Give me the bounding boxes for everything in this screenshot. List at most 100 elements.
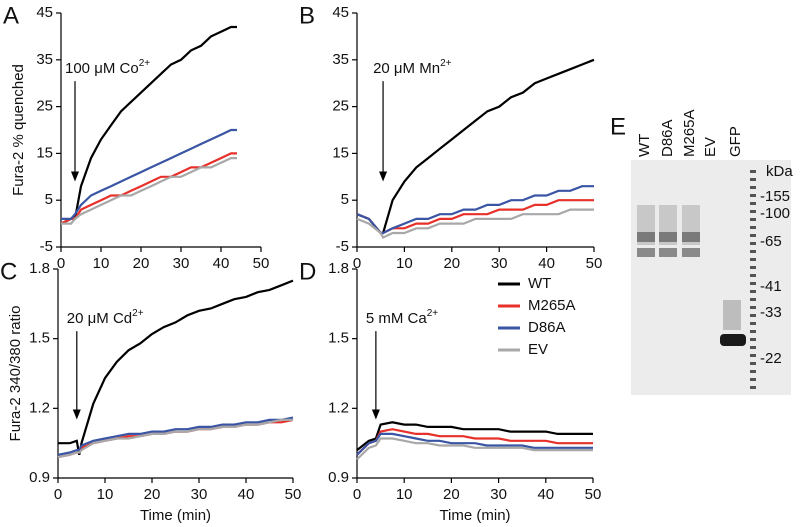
marker-label: -65 — [760, 233, 782, 250]
x-tick-label: 0 — [353, 486, 361, 503]
annotation-superscript: 2+ — [139, 58, 151, 69]
data-line — [356, 58, 595, 235]
lane-label: GFP — [727, 126, 744, 157]
gel-band — [682, 232, 700, 242]
gel-band — [637, 232, 655, 242]
legend-label: EV — [528, 341, 548, 358]
x-tick-label: 10 — [396, 255, 413, 272]
x-tick-label: 40 — [213, 255, 230, 272]
arrow-head — [371, 409, 380, 420]
annotation-text: 20 μM Cd — [67, 310, 132, 327]
gel-background — [631, 160, 791, 395]
data-line — [61, 157, 237, 225]
marker-label: -33 — [760, 304, 782, 321]
gel-band — [637, 248, 655, 257]
legend-label: D86A — [528, 319, 566, 336]
x-axis-label: Time (min) — [439, 507, 510, 524]
y-tick-label: 15 — [332, 144, 349, 161]
data-line — [356, 185, 594, 235]
y-axis-label: Fura-2 % quenched — [10, 64, 27, 196]
x-tick-label: 40 — [238, 486, 255, 503]
x-tick-label: 50 — [253, 255, 270, 272]
y-tick-label: -5 — [40, 238, 53, 255]
gel-image — [631, 160, 791, 395]
y-tick-label: 15 — [36, 144, 53, 161]
data-line — [356, 437, 593, 461]
marker-label: -41 — [760, 278, 782, 295]
data-line — [61, 128, 237, 220]
x-tick-label: 10 — [396, 486, 413, 503]
legend-label: M265A — [528, 297, 576, 314]
y-tick-label: 45 — [36, 4, 53, 21]
data-line — [356, 432, 593, 456]
data-line — [60, 152, 237, 225]
y-axis-label: Fura-2 340/380 ratio — [7, 306, 24, 442]
x-tick-label: 20 — [443, 486, 460, 503]
annotation-text: 5 mM Ca — [366, 310, 428, 327]
x-tick-label: 10 — [97, 486, 114, 503]
x-tick-label: 30 — [191, 486, 208, 503]
lane-label: WT — [636, 134, 653, 157]
gel-band — [659, 232, 677, 242]
panel-label: A — [3, 2, 19, 29]
lane-label: D86A — [659, 119, 676, 157]
x-tick-label: 20 — [443, 255, 460, 272]
annotation: 20 μM Cd2+ — [67, 308, 144, 327]
annotation-text: 100 μM Co — [65, 60, 139, 77]
legend-label: WT — [528, 275, 551, 292]
arrow-head — [379, 171, 388, 182]
marker-label: -100 — [760, 205, 790, 222]
x-tick-label: 40 — [538, 255, 555, 272]
annotation-superscript: 2+ — [132, 308, 144, 319]
gel-smear — [723, 300, 741, 330]
y-tick-label: 1.2 — [29, 399, 50, 416]
y-tick-label: -5 — [336, 238, 349, 255]
y-tick-label: 0.9 — [328, 469, 349, 486]
lane-label: M265A — [681, 109, 698, 157]
x-tick-label: 40 — [537, 486, 554, 503]
annotation-superscript: 2+ — [440, 58, 452, 69]
data-line — [356, 421, 593, 451]
annotation: 5 mM Ca2+ — [366, 308, 438, 327]
panel-label: D — [299, 258, 316, 285]
panel-label: B — [299, 2, 315, 29]
y-tick-label: 25 — [332, 98, 349, 115]
x-tick-label: 10 — [93, 255, 110, 272]
arrow-head — [72, 409, 81, 420]
gel-band — [659, 248, 677, 257]
y-tick-label: 1.8 — [328, 260, 349, 277]
x-tick-label: 20 — [133, 255, 150, 272]
arrow-head — [71, 171, 79, 182]
x-tick-label: 30 — [173, 255, 190, 272]
x-tick-label: 20 — [144, 486, 161, 503]
panel-label: E — [610, 113, 626, 140]
y-tick-label: 35 — [332, 51, 349, 68]
unit-label: kDa — [766, 163, 793, 180]
y-tick-label: 1.8 — [29, 260, 50, 277]
data-line — [356, 208, 594, 240]
panel-label: C — [0, 258, 17, 285]
annotation-superscript: 2+ — [427, 308, 439, 319]
y-tick-label: 45 — [332, 4, 349, 21]
x-tick-label: 30 — [490, 486, 507, 503]
data-line — [57, 416, 294, 456]
annotation-text: 20 μM Mn — [373, 60, 440, 77]
x-axis-label: Time (min) — [140, 507, 211, 524]
x-tick-label: 0 — [353, 255, 361, 272]
lane-label: EV — [702, 137, 719, 157]
x-tick-label: 0 — [57, 255, 65, 272]
x-tick-label: 30 — [491, 255, 508, 272]
y-tick-label: 0.9 — [29, 469, 50, 486]
x-tick-label: 0 — [54, 486, 62, 503]
y-tick-label: 1.5 — [328, 330, 349, 347]
data-line — [356, 428, 593, 456]
marker-label: -22 — [760, 350, 782, 367]
marker-label: -155 — [760, 188, 790, 205]
y-tick-label: 1.5 — [29, 330, 50, 347]
annotation: 20 μM Mn2+ — [373, 58, 452, 77]
x-tick-label: 50 — [585, 486, 602, 503]
x-tick-label: 50 — [586, 255, 603, 272]
y-tick-label: 25 — [36, 98, 53, 115]
data-line — [57, 418, 293, 459]
